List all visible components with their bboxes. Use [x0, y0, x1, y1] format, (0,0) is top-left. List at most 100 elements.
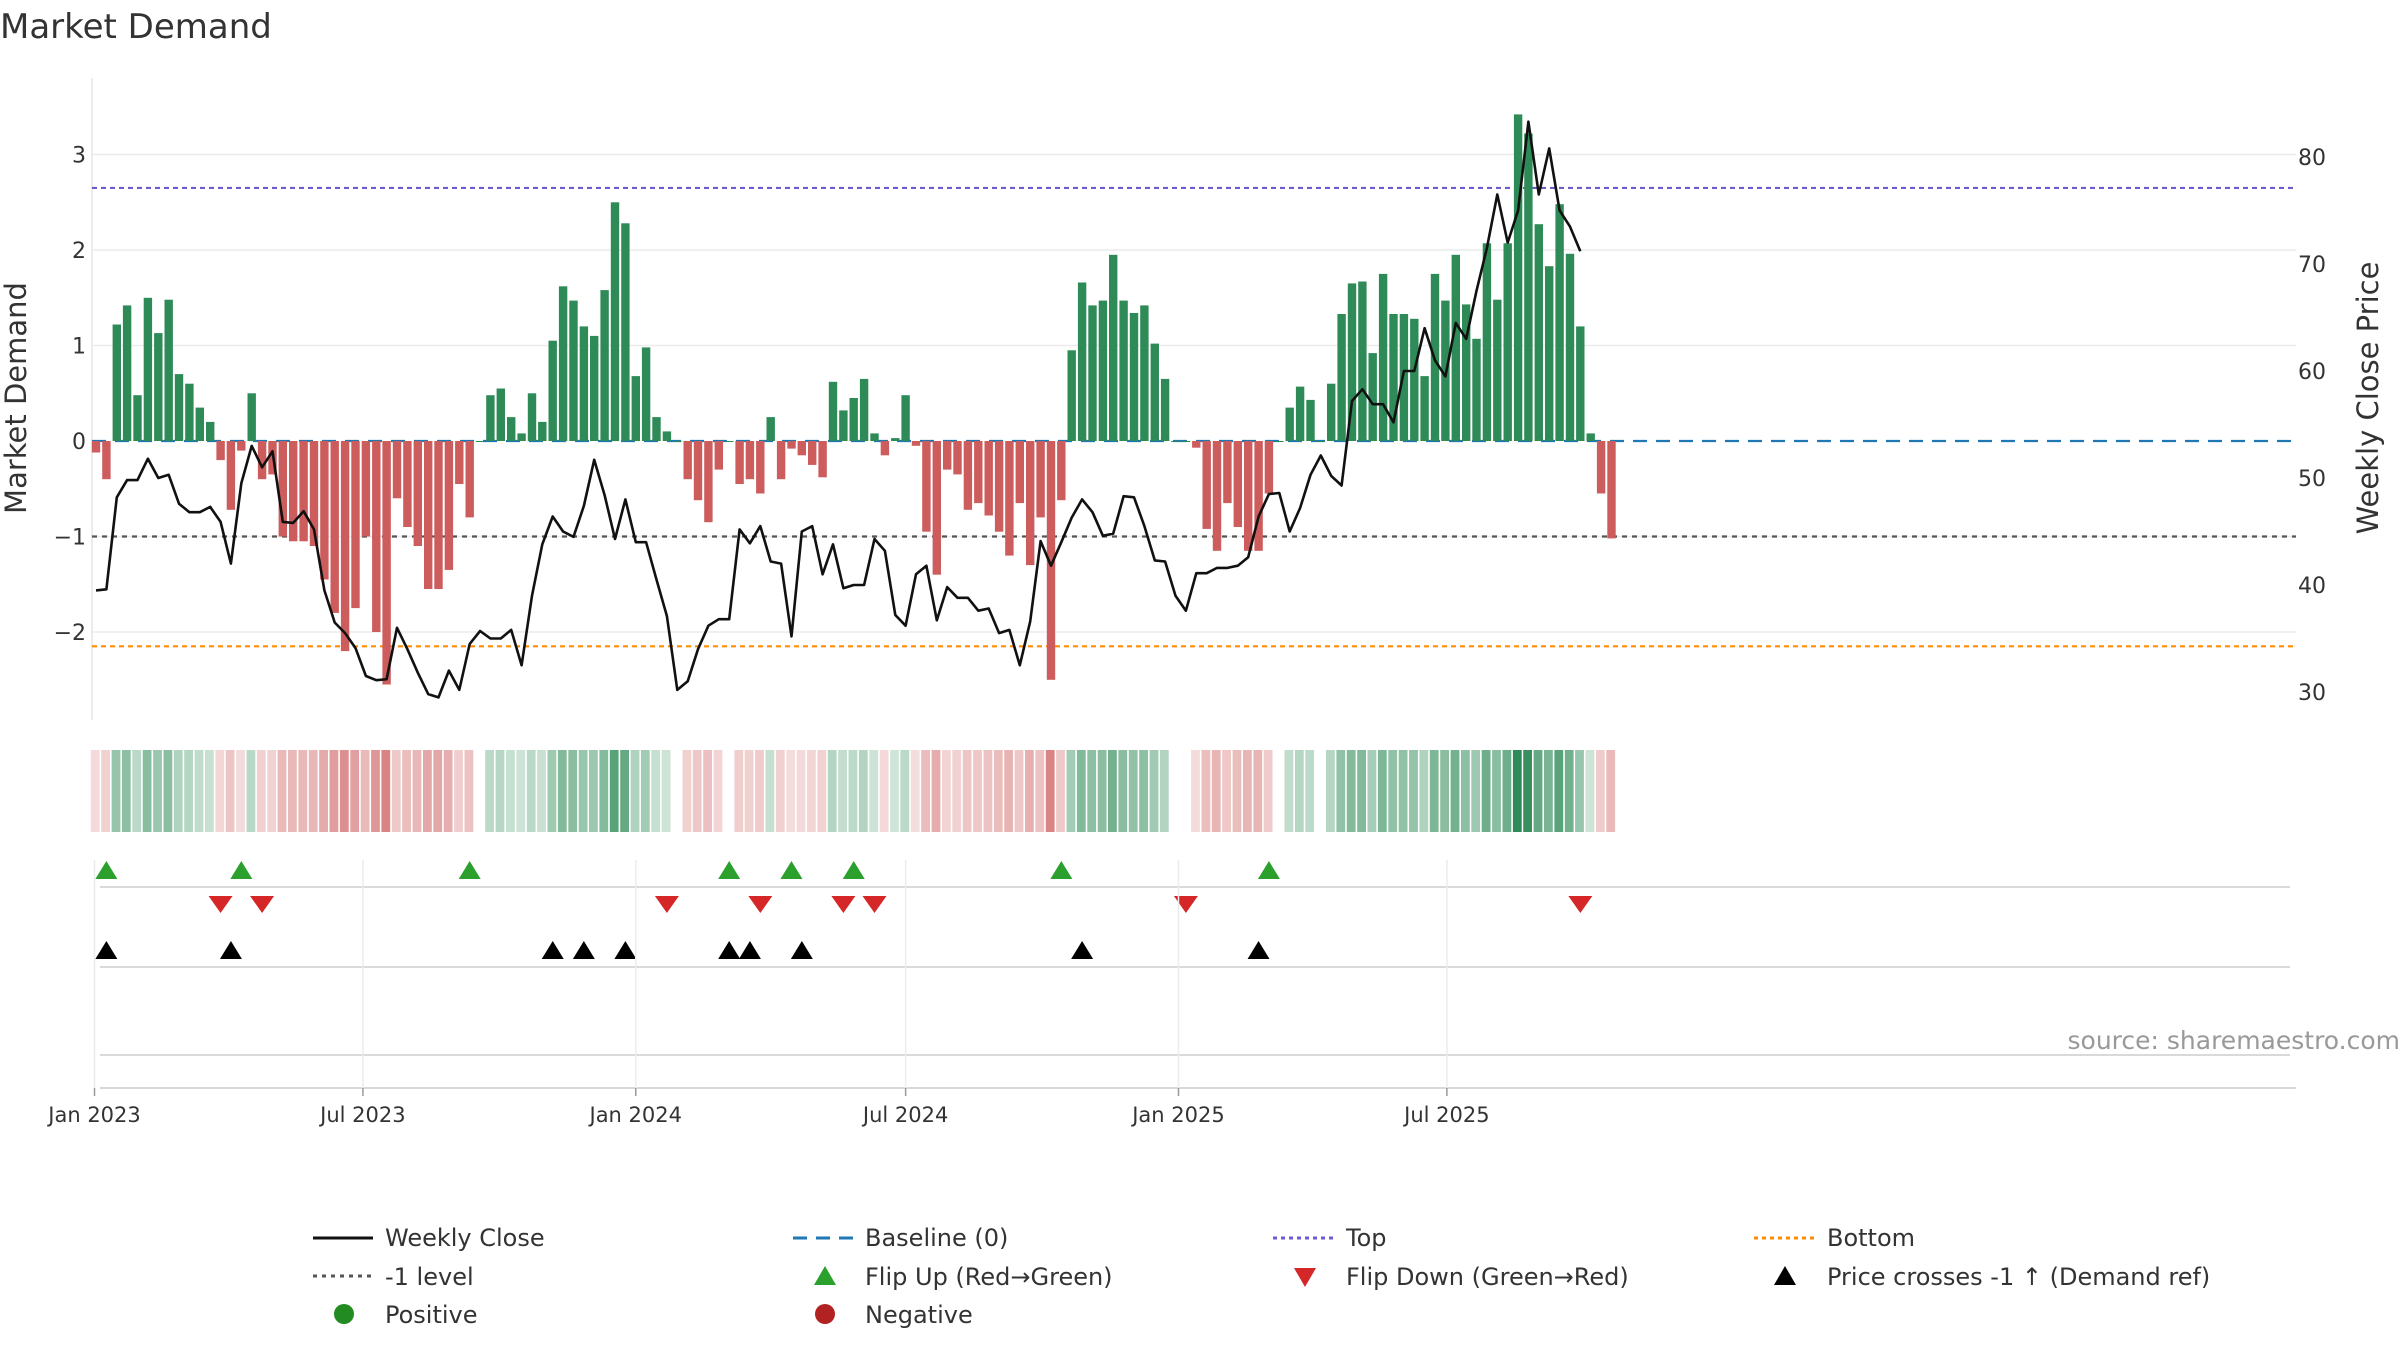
demand-bar-27	[372, 441, 381, 632]
flip-down-marker-0	[208, 896, 233, 913]
heat-cell-30	[402, 750, 411, 832]
demand-bar-131	[1451, 254, 1460, 441]
demand-bar-66	[776, 441, 786, 480]
heat-cell-91	[1035, 750, 1045, 832]
demand-bar-67	[787, 441, 796, 449]
demand-bar-93	[1057, 441, 1066, 501]
demand-bar-44	[548, 340, 557, 441]
heat-cell-90	[1025, 750, 1034, 832]
demand-bar-45	[558, 286, 568, 441]
heat-cell-129	[1429, 750, 1439, 832]
heat-cell-140	[1544, 750, 1553, 832]
heat-cell-101	[1139, 750, 1148, 832]
y2-tick-0: 80	[2298, 146, 2326, 171]
heat-cell-98	[1108, 750, 1117, 832]
flip-down-marker-6	[1173, 896, 1198, 913]
demand-bar-56	[673, 441, 682, 442]
heat-cell-37	[474, 750, 484, 832]
demand-bar-143	[1576, 326, 1585, 441]
heat-cell-44	[547, 750, 557, 832]
y-tick-1: 2	[72, 239, 86, 264]
heat-cell-123	[1367, 750, 1377, 832]
demand-bar-121	[1347, 283, 1357, 441]
x-tick-0: Jan 2023	[46, 1103, 141, 1127]
chart-title: Market Demand	[0, 7, 272, 47]
heat-cell-29	[391, 750, 401, 832]
y2-tick-3: 50	[2298, 467, 2326, 492]
heat-cell-26	[360, 750, 370, 832]
heat-cell-51	[620, 750, 629, 832]
demand-bar-7	[164, 299, 173, 441]
demand-bar-63	[745, 441, 755, 480]
heat-cell-96	[1087, 750, 1097, 832]
demand-bar-48	[590, 335, 599, 441]
legend-flip-down: Flip Down (Green→Red)	[1346, 1263, 1629, 1291]
price-cross-marker-5	[718, 941, 741, 959]
demand-bar-15	[247, 393, 256, 442]
heat-cell-78	[900, 750, 910, 832]
demand-bar-43	[538, 421, 547, 441]
grid-lines	[91, 78, 2296, 720]
demand-bar-92	[1046, 441, 1056, 680]
demand-bar-142	[1565, 253, 1575, 441]
price-cross-marker-4	[614, 941, 637, 959]
demand-bar-132	[1462, 304, 1471, 441]
heat-cell-67	[786, 750, 796, 832]
heat-cell-36	[464, 750, 474, 832]
demand-bar-146	[1607, 441, 1616, 539]
demand-bar-139	[1534, 224, 1543, 441]
demand-bar-136	[1503, 243, 1512, 441]
demand-bar-40	[507, 417, 516, 441]
heat-cell-126	[1398, 750, 1408, 832]
demand-bar-71	[828, 381, 838, 441]
heat-cell-2	[111, 750, 121, 832]
flip-up-marker-2	[458, 861, 481, 879]
demand-bar-20	[299, 441, 308, 542]
flip-down-marker-3	[748, 896, 773, 913]
heat-cell-122	[1357, 750, 1366, 832]
heat-cell-112	[1253, 750, 1263, 832]
demand-bar-111	[1244, 441, 1253, 551]
x-tick-4: Jan 2025	[1130, 1103, 1225, 1127]
heat-cell-75	[869, 750, 879, 832]
heat-cell-95	[1076, 750, 1086, 832]
demand-bar-36	[465, 441, 474, 518]
demand-bar-79	[911, 441, 921, 446]
heat-cell-135	[1492, 750, 1501, 832]
heat-cell-17	[267, 750, 277, 832]
demand-bar-103	[1160, 378, 1170, 441]
heat-cell-10	[194, 750, 204, 832]
demand-bar-41	[517, 433, 526, 441]
heat-cell-125	[1388, 750, 1398, 832]
y2-axis-label: Weekly Close Price	[2351, 262, 2385, 535]
heat-cell-89	[1014, 750, 1024, 832]
flip-down-marker-7	[1568, 896, 1593, 913]
demand-bar-99	[1119, 300, 1128, 441]
flip-up-marker-1	[230, 861, 253, 879]
heat-cell-137	[1512, 750, 1522, 832]
legend-flip-down-icon	[1294, 1268, 1316, 1287]
demand-bar-83	[953, 441, 962, 475]
x-axis-ticks: Jan 2023 Jul 2023 Jan 2024 Jul 2024 Jan 2025…	[46, 860, 1490, 1127]
demand-bar-3	[122, 305, 132, 441]
heat-cell-94	[1066, 750, 1076, 832]
demand-bar-0	[91, 441, 101, 453]
demand-bar-102	[1150, 343, 1159, 441]
legend-price-cross: Price crosses -1 ↑ (Demand ref)	[1827, 1263, 2210, 1291]
heat-cell-68	[796, 750, 806, 832]
heat-cell-121	[1346, 750, 1356, 832]
heat-cell-86	[983, 750, 993, 832]
demand-bar-81	[932, 441, 941, 575]
heat-cell-141	[1554, 750, 1564, 832]
demand-bar-53	[641, 347, 651, 441]
y-tick-4: −1	[54, 526, 86, 551]
heat-cell-80	[921, 750, 930, 832]
demand-bar-52	[631, 376, 640, 441]
demand-bar-98	[1109, 254, 1118, 441]
heat-cell-20	[298, 750, 308, 832]
demand-bar-58	[693, 441, 703, 501]
demand-bar-49	[600, 290, 609, 441]
heat-cell-38	[485, 750, 494, 832]
heat-cell-34	[443, 750, 453, 832]
heat-cell-128	[1419, 750, 1429, 832]
